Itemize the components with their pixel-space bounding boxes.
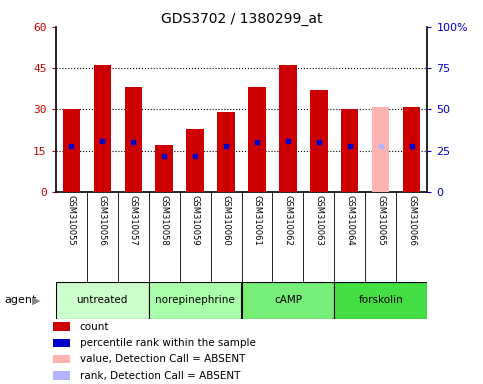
Text: GSM310063: GSM310063 — [314, 195, 324, 246]
Text: value, Detection Call = ABSENT: value, Detection Call = ABSENT — [80, 354, 245, 364]
Bar — [334, 282, 427, 319]
Bar — [62, 109, 80, 192]
Text: GSM310058: GSM310058 — [159, 195, 169, 245]
Text: GSM310064: GSM310064 — [345, 195, 355, 245]
Bar — [403, 107, 421, 192]
Text: GSM310062: GSM310062 — [284, 195, 293, 245]
Bar — [280, 65, 297, 192]
Bar — [217, 112, 235, 192]
Bar — [125, 88, 142, 192]
Bar — [248, 88, 266, 192]
Text: norepinephrine: norepinephrine — [155, 295, 235, 306]
Bar — [149, 282, 242, 319]
Text: GSM310061: GSM310061 — [253, 195, 261, 245]
Text: GSM310057: GSM310057 — [128, 195, 138, 245]
Text: count: count — [80, 321, 109, 331]
Bar — [53, 371, 70, 380]
Bar — [311, 90, 327, 192]
Text: untreated: untreated — [76, 295, 128, 306]
Bar — [186, 129, 203, 192]
Text: ▶: ▶ — [32, 295, 41, 306]
Text: GSM310060: GSM310060 — [222, 195, 230, 245]
Text: GSM310066: GSM310066 — [408, 195, 416, 246]
Bar — [372, 107, 389, 192]
Text: percentile rank within the sample: percentile rank within the sample — [80, 338, 256, 348]
Text: cAMP: cAMP — [274, 295, 302, 306]
Text: rank, Detection Call = ABSENT: rank, Detection Call = ABSENT — [80, 371, 240, 381]
Bar — [242, 282, 334, 319]
Bar — [156, 145, 172, 192]
Text: GSM310056: GSM310056 — [98, 195, 107, 245]
Bar — [94, 65, 111, 192]
Text: agent: agent — [5, 295, 37, 306]
Text: GSM310065: GSM310065 — [376, 195, 385, 245]
Bar — [56, 282, 149, 319]
Text: forskolin: forskolin — [358, 295, 403, 306]
Bar — [341, 109, 358, 192]
Bar — [53, 355, 70, 363]
Text: GSM310059: GSM310059 — [190, 195, 199, 245]
Bar — [53, 339, 70, 347]
Text: GDS3702 / 1380299_at: GDS3702 / 1380299_at — [161, 12, 322, 25]
Text: GSM310055: GSM310055 — [67, 195, 75, 245]
Bar — [53, 322, 70, 331]
